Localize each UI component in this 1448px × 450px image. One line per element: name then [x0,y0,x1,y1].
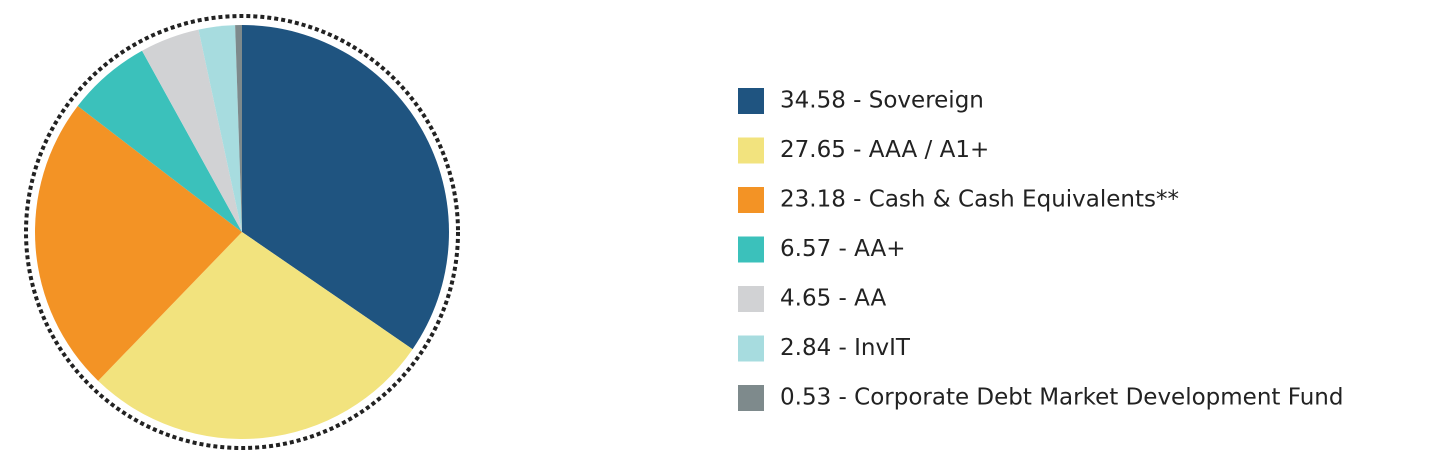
legend-label: 2.84 - InvIT [780,335,911,361]
legend-label: 23.18 - Cash & Cash Equivalents** [780,187,1179,213]
legend-swatch [738,335,764,362]
legend-label: 4.65 - AA [780,286,887,312]
legend-swatch [738,137,764,164]
legend-label: 6.57 - AA+ [780,236,906,262]
pie-slice [98,232,413,439]
legend-label: 34.58 - Sovereign [780,88,984,114]
pie-slice [242,25,449,350]
pie-slice [34,106,242,381]
legend-swatch [738,187,764,213]
pie-slice [142,29,242,232]
legend-label: 27.65 - AAA / A1+ [780,137,989,163]
pie-slice [77,50,243,232]
legend-label: 0.53 - Corporate Debt Market Development… [780,385,1343,411]
legend-swatch [738,88,764,114]
pie-slice [198,25,242,233]
pie-outline [24,14,460,450]
legend-swatch [738,286,764,312]
legend-swatch [738,385,764,411]
pie-slice [235,25,242,232]
legend-swatch [738,236,764,263]
